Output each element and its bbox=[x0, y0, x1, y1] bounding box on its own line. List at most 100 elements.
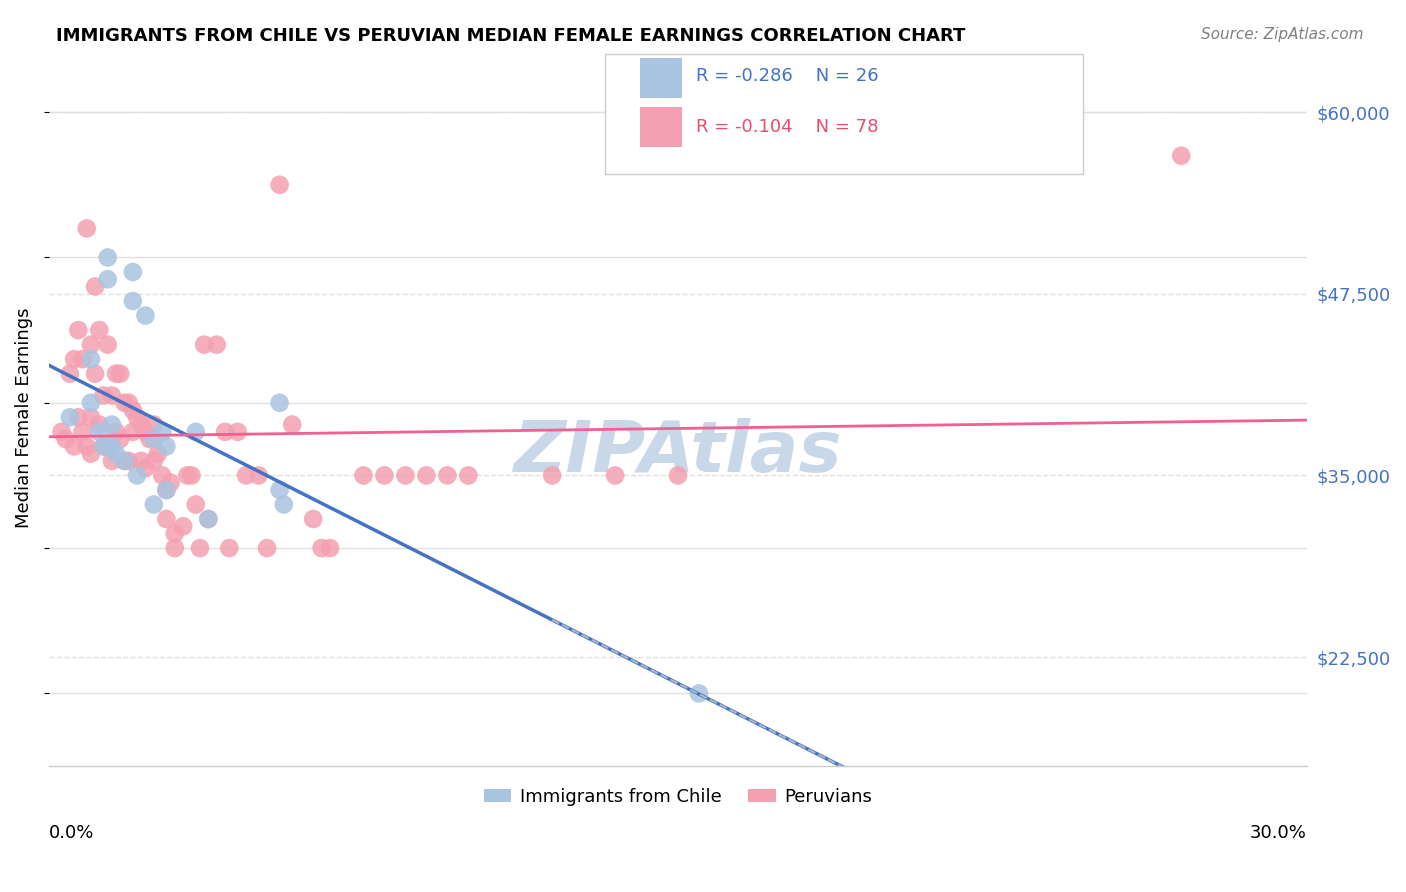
Point bbox=[93, 439, 115, 453]
Legend: Immigrants from Chile, Peruvians: Immigrants from Chile, Peruvians bbox=[477, 780, 880, 813]
Text: R = -0.286    N = 26: R = -0.286 N = 26 bbox=[696, 67, 879, 85]
Point bbox=[101, 439, 124, 453]
Point bbox=[541, 468, 564, 483]
Point bbox=[142, 417, 165, 432]
Point bbox=[101, 388, 124, 402]
Point bbox=[134, 461, 156, 475]
Point bbox=[163, 526, 186, 541]
Point bbox=[76, 221, 98, 235]
Point bbox=[93, 388, 115, 402]
Point bbox=[256, 541, 278, 555]
Point bbox=[269, 178, 291, 192]
Point bbox=[110, 367, 132, 381]
Point bbox=[121, 403, 143, 417]
Point bbox=[105, 367, 128, 381]
Text: R = -0.104    N = 78: R = -0.104 N = 78 bbox=[696, 118, 879, 136]
Point bbox=[603, 468, 626, 483]
Point bbox=[353, 468, 375, 483]
Point bbox=[80, 337, 103, 351]
Point bbox=[138, 432, 160, 446]
Point bbox=[121, 265, 143, 279]
Point bbox=[247, 468, 270, 483]
Point bbox=[93, 439, 115, 453]
Point bbox=[105, 447, 128, 461]
Point bbox=[457, 468, 479, 483]
Point bbox=[1170, 149, 1192, 163]
Point bbox=[101, 454, 124, 468]
Point bbox=[150, 468, 173, 483]
Point bbox=[129, 417, 152, 432]
Point bbox=[688, 686, 710, 700]
Point bbox=[269, 483, 291, 497]
Point bbox=[163, 541, 186, 555]
Point bbox=[235, 468, 257, 483]
Point bbox=[436, 468, 458, 483]
Point bbox=[311, 541, 333, 555]
Point bbox=[155, 439, 177, 453]
Point bbox=[118, 396, 141, 410]
Point bbox=[155, 483, 177, 497]
Point bbox=[114, 396, 136, 410]
Point bbox=[129, 454, 152, 468]
Point bbox=[121, 293, 143, 308]
Point bbox=[97, 439, 120, 453]
Point bbox=[80, 410, 103, 425]
Point bbox=[666, 468, 689, 483]
Point bbox=[193, 337, 215, 351]
Point bbox=[80, 352, 103, 367]
Point bbox=[373, 468, 395, 483]
Point bbox=[89, 417, 111, 432]
Point bbox=[67, 323, 90, 337]
Point bbox=[142, 454, 165, 468]
Point bbox=[184, 498, 207, 512]
Point bbox=[172, 519, 194, 533]
Point bbox=[97, 337, 120, 351]
Point bbox=[72, 425, 94, 439]
Point bbox=[76, 439, 98, 453]
Point bbox=[188, 541, 211, 555]
Point bbox=[101, 417, 124, 432]
Point bbox=[214, 425, 236, 439]
Text: Source: ZipAtlas.com: Source: ZipAtlas.com bbox=[1201, 27, 1364, 42]
Point bbox=[155, 512, 177, 526]
Point bbox=[114, 454, 136, 468]
Point bbox=[55, 432, 77, 446]
Point bbox=[59, 367, 82, 381]
Point bbox=[63, 439, 86, 453]
Point bbox=[218, 541, 240, 555]
Point bbox=[84, 367, 107, 381]
Point bbox=[121, 425, 143, 439]
Point bbox=[72, 352, 94, 367]
Point bbox=[281, 417, 304, 432]
Point bbox=[394, 468, 416, 483]
Point bbox=[180, 468, 202, 483]
Point bbox=[184, 425, 207, 439]
Point bbox=[105, 425, 128, 439]
Point bbox=[269, 396, 291, 410]
Point bbox=[59, 410, 82, 425]
Point bbox=[176, 468, 198, 483]
Point bbox=[134, 309, 156, 323]
Point bbox=[150, 425, 173, 439]
Text: 0.0%: 0.0% bbox=[49, 824, 94, 842]
Point bbox=[205, 337, 228, 351]
Point bbox=[89, 425, 111, 439]
Point bbox=[67, 410, 90, 425]
Point bbox=[118, 454, 141, 468]
Text: IMMIGRANTS FROM CHILE VS PERUVIAN MEDIAN FEMALE EARNINGS CORRELATION CHART: IMMIGRANTS FROM CHILE VS PERUVIAN MEDIAN… bbox=[56, 27, 966, 45]
Point bbox=[125, 468, 148, 483]
Point bbox=[273, 498, 295, 512]
Point bbox=[155, 483, 177, 497]
Point bbox=[114, 454, 136, 468]
Point bbox=[80, 396, 103, 410]
Point bbox=[51, 425, 73, 439]
Point bbox=[226, 425, 249, 439]
Point bbox=[146, 447, 169, 461]
Point bbox=[97, 272, 120, 286]
Point bbox=[97, 251, 120, 265]
Point bbox=[197, 512, 219, 526]
Point bbox=[84, 279, 107, 293]
Text: ZIPAtlas: ZIPAtlas bbox=[513, 417, 842, 487]
Point bbox=[142, 498, 165, 512]
Point bbox=[142, 432, 165, 446]
